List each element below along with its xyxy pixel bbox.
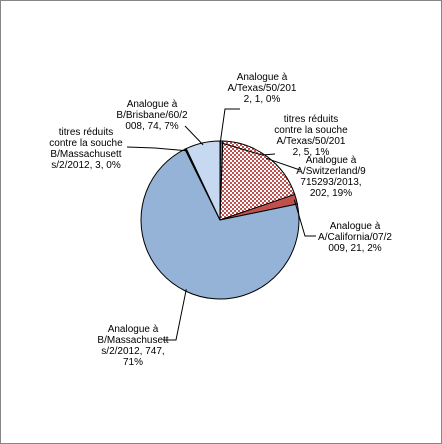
leader-line-brisbane bbox=[184, 125, 204, 146]
leader-line-massachusetts-analogue bbox=[163, 289, 187, 341]
leader-line-california bbox=[293, 199, 316, 237]
data-label-texas-analogue: Analogue à A/Texas/50/201 2, 1, 0% bbox=[228, 72, 297, 105]
data-label-texas-reduced: titres réduits contre la souche A/Texas/50… bbox=[274, 114, 348, 158]
leader-line-texas-analogue bbox=[219, 108, 240, 144]
data-label-california: Analogue à A/California/07/2 009, 21, 2% bbox=[318, 221, 392, 254]
leader-line-switzerland bbox=[265, 157, 301, 171]
pie-slice-switzerland bbox=[219, 140, 296, 221]
data-label-massachusetts-reduced: titres réduits contre la souche B/Massachu… bbox=[49, 127, 123, 171]
leader-line-texas-reduced bbox=[221, 142, 276, 156]
pie-slice-massachusetts-analogue bbox=[140, 148, 300, 300]
data-label-massachusetts-analogue: Analogue à B/Massachusett s/2/2012, 747, 71… bbox=[97, 324, 168, 368]
leader-line-massachusetts-reduced bbox=[126, 146, 187, 152]
data-label-switzerland: Analogue à A/Switzerland/9 715293/2013, 202… bbox=[296, 155, 366, 199]
data-label-brisbane: Analogue à B/Brisbane/60/2 008, 74, 7% bbox=[116, 99, 188, 132]
